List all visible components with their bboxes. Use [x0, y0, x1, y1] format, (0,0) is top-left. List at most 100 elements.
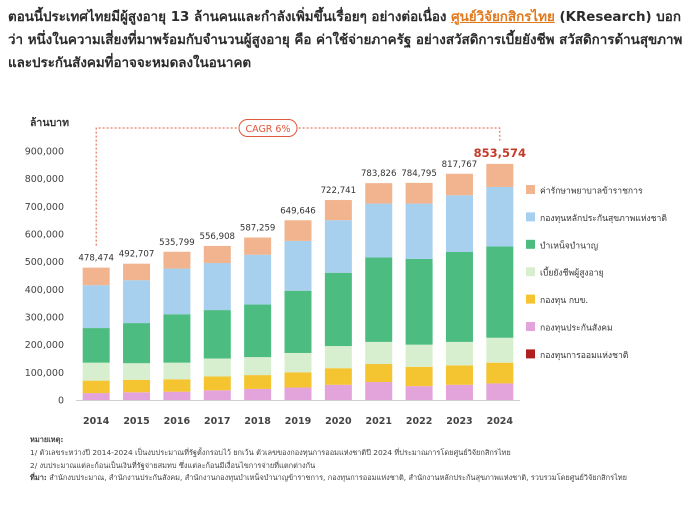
bar-segment: [405, 258, 433, 345]
kresearch-link[interactable]: ศูนย์วิจัยกสิกรไทย: [451, 10, 555, 25]
intro-paragraph: ตอนนี้ประเทศไทยมีผู้สูงอายุ 13 ล้านคนและ…: [8, 6, 692, 75]
source-line: ที่มา: สำนักงบประมาณ, สำนักงานประกันสังค…: [30, 472, 690, 485]
total-label: 817,767: [442, 160, 478, 170]
legend-swatch: [526, 212, 535, 222]
elderly-spending-chart: ล้านบาท 0 100,000 200,000 300,000 400,000 500,…: [0, 110, 700, 430]
bar-segment: [163, 391, 191, 400]
bar-segment: [324, 220, 352, 273]
y-tick-label: 0: [58, 396, 64, 407]
bar-segment: [244, 254, 272, 305]
bar-segment: [324, 368, 352, 385]
legend-label: ค่ารักษาพยาบาลข้าราชการ: [540, 186, 643, 197]
x-tick-label: 2021: [366, 416, 392, 427]
legend-label: เบี้ยยังชีพผู้สูงอายุ: [540, 266, 604, 279]
bar-segment: [365, 183, 393, 204]
bar-segment: [163, 268, 191, 315]
cagr-badge: [238, 119, 298, 137]
bar-segment: [284, 240, 312, 291]
bar-segment: [486, 383, 514, 400]
bar-segment: [324, 200, 352, 221]
total-label: 556,908: [199, 232, 235, 242]
bar-segment: [486, 337, 514, 363]
y-tick-label: 200,000: [25, 340, 64, 351]
total-label-latest: 853,574: [474, 146, 526, 160]
y-tick-label: 600,000: [25, 230, 64, 241]
y-tick-label: 800,000: [25, 174, 64, 185]
bar-segment: [244, 237, 272, 255]
x-tick-label: 2018: [244, 416, 271, 427]
total-label: 649,646: [280, 206, 316, 216]
bar-segment: [324, 272, 352, 347]
bar-segment: [82, 328, 110, 363]
bar-segment: [203, 310, 231, 359]
bar-segment: [163, 251, 191, 269]
x-tick-label: 2014: [83, 416, 110, 427]
bar-segment: [445, 195, 473, 252]
y-axis-title: ล้านบาท: [30, 116, 69, 129]
bar-segment: [82, 285, 110, 329]
bar-segment: [486, 362, 514, 384]
y-tick-label: 400,000: [25, 285, 64, 296]
bar-segment: [163, 362, 191, 380]
bar-segment: [445, 251, 473, 342]
bar-segment: [82, 267, 110, 286]
bar-segment: [365, 341, 393, 365]
bar-segment: [445, 173, 473, 196]
x-tick-label: 2015: [123, 416, 149, 427]
bar-segment: [445, 365, 473, 385]
bar-segment: [203, 358, 231, 377]
x-tick-label: 2016: [164, 416, 191, 427]
bar-segment: [163, 314, 191, 363]
legend-label: กองทุนการออมแห่งชาติ: [540, 351, 628, 361]
bar-segment: [203, 390, 231, 400]
bar-segment: [82, 380, 110, 394]
total-label: 587,259: [240, 224, 276, 234]
bar-segment: [486, 246, 514, 338]
total-label: 722,741: [321, 186, 357, 196]
bar-segment: [244, 357, 272, 376]
bar-segment: [244, 388, 272, 400]
bar-segment: [486, 163, 514, 187]
legend-swatch: [526, 185, 535, 194]
note-1: 1/ ตัวเลขระหว่างปี 2014-2024 เป็นงบประมา…: [30, 447, 511, 457]
bar-segment: [123, 323, 151, 364]
intro-text-2: (KResearch) บอกว่า หนึ่งในความเสี่ยงที่ม…: [8, 10, 683, 71]
cagr-bracket: [95, 127, 501, 246]
cagr-label: CAGR 6%: [245, 124, 290, 135]
bar-segment: [405, 366, 433, 387]
bar-segment: [324, 346, 352, 369]
bar-segment: [405, 344, 433, 367]
bar-segment: [284, 220, 312, 241]
note-2: 2/ งบประมาณแต่ละก้อนเป็นเงินที่รัฐจ่ายสม…: [30, 460, 316, 470]
bar-segment: [445, 384, 473, 400]
bar-segment: [405, 182, 433, 204]
bar-segment: [486, 186, 514, 247]
bar-segment: [284, 372, 312, 388]
bar-segment: [203, 263, 231, 311]
x-tick-label: 2017: [204, 416, 230, 427]
bar-segment: [244, 304, 272, 358]
x-tick-label: 2019: [285, 416, 311, 427]
legend-label: กองทุน กบข.: [540, 296, 588, 306]
bar-segment: [324, 384, 352, 400]
legend-swatch: [526, 239, 535, 249]
chart-notes: หมายเหตุ: 1/ ตัวเลขระหว่างปี 2014-2024 เ…: [30, 434, 690, 485]
bar-segment: [82, 393, 110, 400]
bar-segment: [123, 392, 151, 400]
bar-segment: [203, 376, 231, 391]
bar-segment: [123, 263, 151, 281]
total-label: 535,799: [159, 238, 195, 248]
bar-segment: [365, 203, 393, 258]
total-label: 492,707: [119, 250, 155, 260]
notes-heading: หมายเหตุ:: [30, 435, 64, 444]
y-tick-label: 300,000: [25, 313, 64, 324]
intro-text-1: ตอนนี้ประเทศไทยมีผู้สูงอายุ 13 ล้านคนและ…: [8, 10, 452, 25]
bar-segment: [123, 363, 151, 380]
total-label: 478,474: [78, 254, 114, 264]
y-tick-label: 900,000: [25, 147, 64, 158]
bar-segment: [365, 257, 393, 342]
legend-label: กองทุนหลักประกันสุขภาพแห่งชาติ: [540, 214, 667, 224]
x-tick-label: 2022: [406, 416, 432, 427]
bar-segment: [203, 245, 231, 264]
legend-label: บำเหน็จบำนาญ: [540, 239, 598, 251]
